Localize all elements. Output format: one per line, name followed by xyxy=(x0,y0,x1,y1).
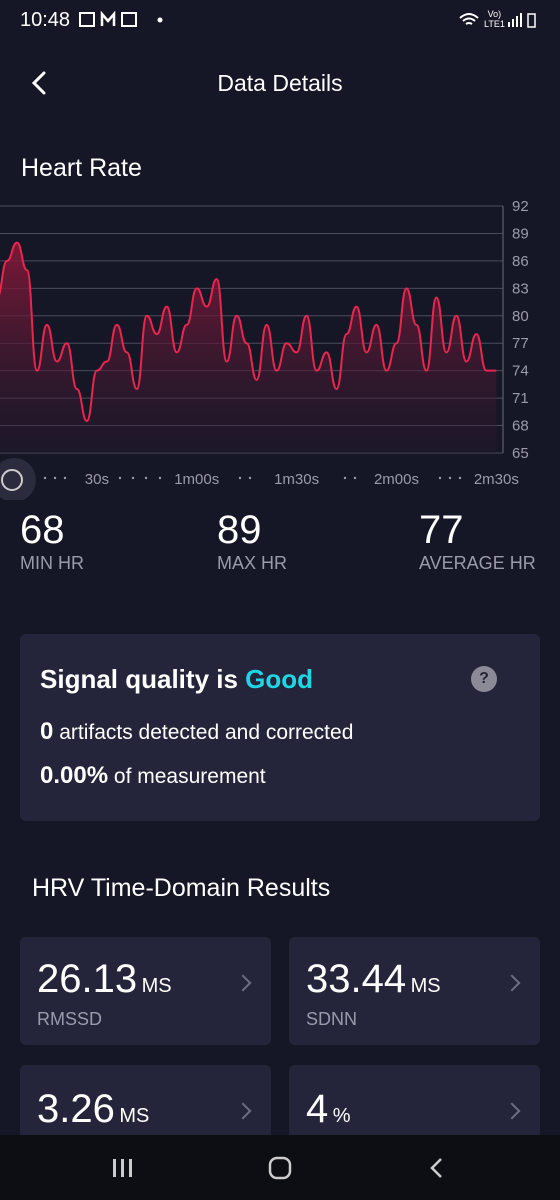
nav-home[interactable] xyxy=(268,1156,292,1180)
line-area xyxy=(0,242,497,453)
y-tick-label: 86 xyxy=(512,253,529,270)
minor-tick-dot xyxy=(158,476,162,480)
minor-tick-dot xyxy=(43,476,47,480)
status-icons xyxy=(79,10,163,27)
card-label: SDNN xyxy=(306,1009,358,1029)
stat-max: 89 MAX HR xyxy=(217,508,287,574)
card-unit: MS xyxy=(410,975,441,997)
y-tick-label: 71 xyxy=(512,390,529,407)
nav-recents[interactable] xyxy=(113,1159,132,1177)
minor-tick-dot xyxy=(248,476,252,480)
chevron xyxy=(234,974,252,992)
card-unit: MS xyxy=(119,1105,150,1127)
minor-tick-dot xyxy=(238,476,242,480)
minor-tick-dot xyxy=(144,476,148,480)
stat-value: 77 xyxy=(419,508,464,552)
hrv-title: HRV Time-Domain Results xyxy=(32,874,331,902)
x-tick-label: 2m00s xyxy=(374,471,419,488)
minor-tick-dot xyxy=(63,476,67,480)
y-tick-label: 65 xyxy=(512,445,529,462)
minor-tick-dot xyxy=(131,476,135,480)
minor-tick-dot xyxy=(448,476,452,480)
minor-tick-dot xyxy=(118,476,122,480)
card-unit: MS xyxy=(141,975,172,997)
stat-value: 89 xyxy=(217,508,262,552)
section-title: Heart Rate xyxy=(21,154,142,182)
signal-status: Good xyxy=(245,664,314,694)
heart-rate-chart: 65 68 71 74 77 80 83 86 89 92 30s 1m00s 1m30s 2m00s 2m… xyxy=(0,198,529,500)
minor-tick-dot xyxy=(353,476,357,480)
card-value: 26.13 xyxy=(37,957,138,1001)
minor-tick-dot xyxy=(438,476,442,480)
chevron xyxy=(503,1102,521,1120)
avatar-icon xyxy=(0,458,36,500)
percent-text: of measurement xyxy=(113,765,266,788)
hrv-card[interactable]: 33.44 MS SDNN xyxy=(289,937,540,1045)
y-tick-label: 89 xyxy=(512,225,529,242)
status-time: 10:48 xyxy=(20,9,71,31)
stat-label: MAX HR xyxy=(217,553,288,573)
card-label: RMSSD xyxy=(37,1009,103,1029)
percent-line: 0.00% of measurement xyxy=(40,762,266,790)
status-signal xyxy=(459,13,536,28)
card-value: 4 xyxy=(306,1087,329,1131)
stat-label: AVERAGE HR xyxy=(419,553,536,573)
minor-tick-dot xyxy=(458,476,462,480)
artifacts-count: 0 xyxy=(40,718,54,745)
signal-title: Signal quality is Good xyxy=(40,664,313,695)
y-tick-label: 68 xyxy=(512,418,529,435)
nav-back[interactable] xyxy=(430,1158,442,1178)
card-value: 3.26 xyxy=(37,1087,115,1131)
chevron xyxy=(234,1102,252,1120)
card-value: 33.44 xyxy=(306,957,407,1001)
artifacts-line: 0 artifacts detected and corrected xyxy=(40,718,353,746)
y-tick-label: 77 xyxy=(512,335,529,352)
x-tick-label: 30s xyxy=(85,471,109,488)
minor-tick-dot xyxy=(343,476,347,480)
signal-quality-card: Signal quality is Good ? 0 artifacts det… xyxy=(20,634,540,821)
chevron xyxy=(503,974,521,992)
hrv-card[interactable]: 26.13 MS RMSSD xyxy=(20,937,271,1045)
status-network: Vo) LTE1 xyxy=(484,9,505,29)
x-tick-label: 1m30s xyxy=(274,471,319,488)
avatar-icon-inner xyxy=(1,469,23,491)
signal-title-text: Signal quality is xyxy=(40,664,238,694)
volte: Vo) xyxy=(487,9,502,19)
y-tick-label: 80 xyxy=(512,308,529,325)
header-title: Data Details xyxy=(217,70,343,96)
artifacts-text: artifacts detected and corrected xyxy=(59,721,354,744)
card-unit: % xyxy=(332,1105,351,1127)
minor-tick-dot xyxy=(53,476,57,480)
nav-bar xyxy=(0,1135,560,1200)
stat-label: MIN HR xyxy=(20,553,84,573)
x-tick-label: 1m00s xyxy=(174,471,219,488)
stat-value: 68 xyxy=(20,508,65,552)
y-tick-label: 74 xyxy=(512,363,529,380)
y-tick-label: 92 xyxy=(512,198,529,215)
lte: LTE1 xyxy=(484,19,505,29)
stat-min: 68 MIN HR xyxy=(20,508,84,574)
stat-average: 77 AVERAGE HR xyxy=(419,508,536,574)
help-button[interactable]: ? xyxy=(471,666,497,692)
x-tick-label: 2m30s xyxy=(474,471,519,488)
percent-value: 0.00% xyxy=(40,762,109,789)
y-tick-label: 83 xyxy=(512,280,529,297)
back-button[interactable] xyxy=(28,70,50,96)
line xyxy=(0,241,497,422)
